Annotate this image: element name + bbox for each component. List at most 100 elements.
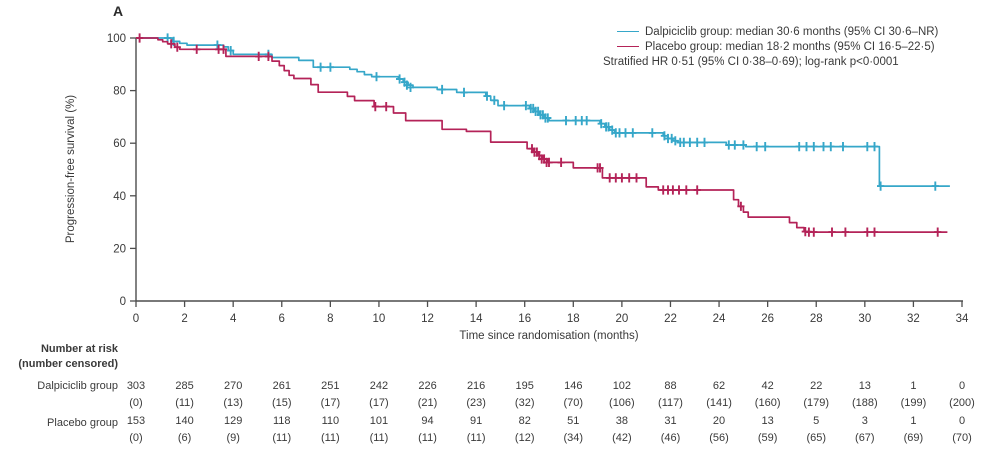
risk-censored-value: (106): [609, 397, 635, 409]
risk-at-risk-value: 153: [127, 415, 145, 427]
risk-censored-value: (46): [661, 432, 681, 444]
risk-censored-value: (17): [321, 397, 341, 409]
risk-at-risk-value: 22: [810, 380, 822, 392]
x-tick-label: 26: [761, 313, 774, 325]
risk-row-label-placebo: Placebo group: [47, 417, 118, 429]
risk-censored-value: (199): [901, 397, 927, 409]
risk-censored-value: (141): [706, 397, 732, 409]
risk-censored-value: (21): [418, 397, 438, 409]
placebo-line-swatch: [617, 46, 639, 47]
x-tick-label: 10: [373, 313, 386, 325]
x-tick-label: 30: [858, 313, 871, 325]
risk-censored-value: (17): [369, 397, 389, 409]
risk-at-risk-value: 5: [813, 415, 819, 427]
x-tick-label: 24: [713, 313, 726, 325]
risk-at-risk-value: 1: [910, 415, 916, 427]
risk-row-label-dalpiciclib: Dalpiciclib group: [37, 380, 118, 392]
risk-at-risk-value: 13: [859, 380, 871, 392]
risk-at-risk-value: 146: [564, 380, 582, 392]
risk-censored-value: (11): [272, 432, 291, 444]
x-tick-label: 28: [810, 313, 823, 325]
x-tick-label: 20: [615, 313, 628, 325]
risk-at-risk-value: 0: [959, 380, 965, 392]
risk-at-risk-value: 91: [470, 415, 482, 427]
risk-censored-value: (15): [272, 397, 292, 409]
x-tick-label: 12: [421, 313, 434, 325]
y-tick-label: 80: [113, 86, 126, 98]
risk-censored-value: (70): [952, 432, 972, 444]
y-tick-label: 0: [120, 296, 126, 308]
y-axis: 0 20 40 60 80 100: [107, 33, 137, 308]
x-tick-label: 22: [664, 313, 677, 325]
risk-at-risk-value: 226: [418, 380, 436, 392]
risk-at-risk-value: 31: [664, 415, 676, 427]
y-axis-title: Progression-free survival (%): [65, 94, 77, 244]
risk-at-risk-value: 1: [910, 380, 916, 392]
risk-at-risk-value: 216: [467, 380, 485, 392]
risk-censored-value: (11): [467, 432, 486, 444]
risk-censored-value: (65): [806, 432, 826, 444]
risk-at-risk-value: 38: [616, 415, 628, 427]
risk-table-header-line2: (number censored): [18, 358, 118, 370]
risk-censored-value: (69): [904, 432, 924, 444]
risk-censored-value: (179): [803, 397, 829, 409]
risk-at-risk-value: 129: [224, 415, 242, 427]
x-tick-label: 6: [279, 313, 285, 325]
risk-at-risk-value: 303: [127, 380, 145, 392]
risk-at-risk-value: 261: [273, 380, 291, 392]
x-tick-label: 32: [907, 313, 920, 325]
risk-at-risk-value: 118: [273, 415, 291, 427]
risk-at-risk-value: 140: [175, 415, 193, 427]
legend: Dalpiciclib group: median 30·6 months (9…: [603, 25, 938, 70]
risk-at-risk-value: 94: [421, 415, 433, 427]
risk-at-risk-value: 13: [762, 415, 774, 427]
risk-table-values: 303 (0) 285 (11) 270 (13) 261 (15) 251 (17) 242 (17…: [127, 380, 975, 444]
risk-censored-value: (0): [129, 432, 142, 444]
risk-censored-value: (11): [370, 432, 389, 444]
legend-item-placebo: Placebo group: median 18·2 months (95% C…: [617, 40, 938, 55]
risk-censored-value: (160): [755, 397, 781, 409]
risk-censored-value: (188): [852, 397, 878, 409]
x-axis: 0 2 4 6 8 10 12 14 16 18 20 22 24 26 28 30 32 34: [133, 300, 969, 325]
x-tick-label: 8: [327, 313, 333, 325]
legend-item-dalpiciclib: Dalpiciclib group: median 30·6 months (9…: [617, 25, 938, 40]
risk-censored-value: (56): [709, 432, 729, 444]
risk-at-risk-value: 270: [224, 380, 242, 392]
risk-censored-value: (12): [515, 432, 535, 444]
risk-at-risk-value: 285: [175, 380, 193, 392]
x-tick-label: 0: [133, 313, 139, 325]
risk-censored-value: (200): [949, 397, 975, 409]
risk-censored-value: (34): [564, 432, 584, 444]
risk-censored-value: (11): [418, 432, 437, 444]
risk-table-header-line1: Number at risk: [40, 343, 118, 355]
risk-censored-value: (32): [515, 397, 535, 409]
censor-marks-placebo: [136, 33, 942, 237]
risk-at-risk-value: 88: [664, 380, 676, 392]
y-tick-label: 20: [113, 243, 126, 255]
risk-censored-value: (11): [321, 432, 340, 444]
risk-at-risk-value: 51: [567, 415, 579, 427]
x-tick-label: 14: [470, 313, 483, 325]
x-tick-label: 2: [181, 313, 187, 325]
censor-marks-dalpiciclib: [164, 33, 939, 191]
legend-stat-note: Stratified HR 0·51 (95% CI 0·38–0·69); l…: [603, 56, 899, 68]
risk-censored-value: (67): [855, 432, 875, 444]
risk-at-risk-value: 251: [321, 380, 339, 392]
risk-at-risk-value: 195: [516, 380, 534, 392]
risk-censored-value: (9): [226, 432, 239, 444]
risk-censored-value: (0): [129, 397, 142, 409]
risk-censored-value: (117): [658, 397, 683, 409]
y-tick-label: 60: [113, 138, 126, 150]
risk-censored-value: (6): [178, 432, 191, 444]
y-tick-label: 40: [113, 191, 126, 203]
risk-censored-value: (11): [175, 397, 194, 409]
risk-at-risk-value: 20: [713, 415, 725, 427]
risk-at-risk-value: 101: [370, 415, 388, 427]
risk-at-risk-value: 82: [519, 415, 531, 427]
x-tick-label: 34: [956, 313, 969, 325]
risk-censored-value: (59): [758, 432, 778, 444]
y-tick-label: 100: [107, 33, 126, 45]
risk-censored-value: (23): [466, 397, 486, 409]
